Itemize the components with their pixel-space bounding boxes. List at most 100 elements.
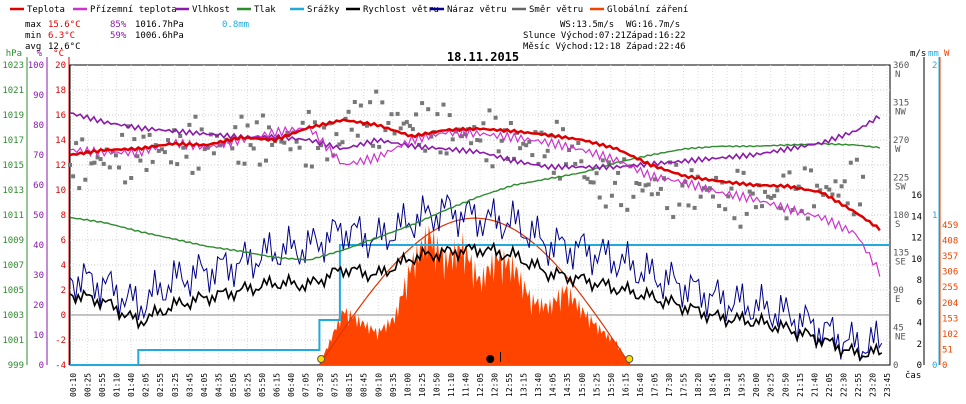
axis-dir-deg-8: 0 (893, 361, 898, 371)
sunset-marker (625, 355, 634, 363)
wind-dir-point (674, 162, 679, 167)
wind-dir-point (766, 194, 771, 199)
axis-percent-label: % (37, 49, 43, 59)
wind-dir-point (316, 146, 320, 150)
wind-dir-point (441, 102, 446, 107)
wind-dir-point (732, 216, 737, 221)
wind-dir-point (383, 128, 388, 133)
wind-dir-point (760, 204, 764, 209)
x-tick-3: 01:10 (113, 373, 122, 397)
x-tick-27: 11:40 (461, 373, 470, 397)
wind-dir-point (169, 160, 173, 165)
axis-dir-deg-3: 225 (893, 174, 909, 184)
legend-label-3: Tlak (254, 5, 276, 15)
wind-dir-point (646, 182, 651, 187)
axis-hpa-tick-1: 1021 (2, 86, 24, 96)
wind-dir-point (423, 148, 428, 153)
wind-dir-point (260, 113, 265, 118)
wind-dir-point (637, 182, 642, 186)
legend: Teplota Přízemní teplota Vlhkost Tlak Srážky… (10, 5, 688, 15)
stat-max-temp: 15.6°C (48, 20, 81, 30)
series-wind-direction (68, 89, 865, 229)
wind-dir-point (227, 139, 232, 144)
axis-hpa-tick-7: 1009 (2, 236, 24, 246)
stat-max-hum: 85% (110, 20, 127, 30)
series-temperature (69, 118, 881, 232)
wind-dir-point (251, 146, 256, 151)
series-ground-temp (69, 124, 881, 277)
axis-celsius-tick-9: 2 (61, 286, 66, 296)
wind-dir-point (787, 170, 792, 175)
wind-dir-point (802, 166, 807, 171)
wind-dir-point (561, 127, 565, 132)
axis-celsius-tick-10: 0 (61, 311, 66, 321)
wind-dir-point (92, 160, 97, 165)
axis-hpa-tick-5: 1013 (2, 186, 24, 196)
x-tick-32: 13:40 (534, 373, 543, 397)
axis-dir-name-4: S (895, 220, 900, 230)
axis-w-tick-7: 102 (942, 330, 958, 340)
axis-percent-tick-0: 100 (28, 61, 44, 71)
wind-dir-point (818, 188, 823, 193)
stats-block: max 15.6°C 85% 1016.7hPa 0.8mm min 6.3°C… (25, 20, 249, 52)
axis-w-tick-0: 459 (942, 221, 958, 231)
axis-ms-tick-4: 8 (917, 276, 922, 286)
wind-dir-point (71, 174, 76, 179)
x-tick-4: 01:40 (127, 373, 136, 397)
wind-dir-point (77, 186, 82, 191)
axis-hpa-tick-3: 1017 (2, 136, 24, 146)
wind-dir-point (270, 142, 275, 147)
wind-dir-point (156, 148, 161, 153)
wind-dir-point (236, 160, 241, 165)
wind-dir-point (83, 177, 88, 182)
x-tick-29: 12:30 (491, 373, 500, 397)
wind-dir-point (153, 143, 158, 148)
axis-percent-tick-7: 30 (33, 271, 44, 281)
wind-dir-point (410, 127, 415, 132)
axis-ms-tick-5: 6 (917, 297, 922, 307)
wind-dir-point (600, 158, 605, 163)
wind-dir-point (698, 194, 703, 199)
wind-dir-point (193, 114, 198, 119)
wind-dir-point (649, 192, 654, 197)
wind-dir-point (392, 131, 397, 136)
axis-percent-tick-4: 60 (33, 181, 44, 191)
wind-dir-point (680, 183, 685, 188)
axis-hpa-tick-4: 1015 (2, 161, 24, 171)
wind-dir-point (545, 148, 550, 153)
wind-dir-point (374, 89, 379, 94)
wind-dir-point (98, 157, 103, 162)
wind-dir-point (233, 125, 238, 130)
wind-dir-point (481, 121, 486, 126)
wind-dir-point (750, 191, 755, 196)
wind-dir-point (337, 142, 342, 147)
x-tick-1: 00:25 (84, 373, 93, 397)
wind-dir-point (527, 139, 532, 144)
axis-hpa-tick-8: 1007 (2, 261, 24, 271)
axis-hpa-tick-6: 1011 (2, 211, 24, 221)
wind-dir-point (319, 143, 324, 148)
axis-w-label: W (944, 49, 950, 59)
series-wind-gust (69, 193, 883, 362)
wind-dir-point (652, 177, 657, 182)
x-tick-26: 11:10 (447, 373, 456, 397)
wind-dir-point (380, 100, 385, 105)
wind-dir-point (117, 165, 121, 170)
wind-dir-point (704, 187, 709, 192)
wind-dir-point (184, 154, 189, 159)
wind-dir-point (444, 151, 449, 156)
moon-set: Západ:22:46 (626, 42, 686, 52)
legend-label-8: Globální záření (607, 5, 688, 15)
axis-dir-deg-1: 315 (893, 99, 909, 109)
wind-dir-point (824, 185, 829, 190)
x-tick-12: 05:25 (243, 373, 252, 397)
x-tick-31: 13:15 (520, 373, 529, 397)
wind-dir-point (484, 158, 489, 163)
wind-dir-point (331, 153, 336, 158)
axis-hpa-tick-12: 999 (8, 361, 24, 371)
wind-dir-point (306, 109, 311, 114)
wind-dir-point (407, 123, 412, 128)
wind-dir-point (126, 124, 131, 129)
x-tick-45: 19:10 (723, 373, 732, 397)
axis-ms-tick-3: 10 (911, 255, 922, 265)
